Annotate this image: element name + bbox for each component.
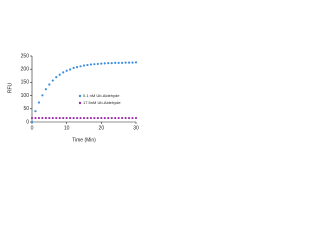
data-point <box>62 116 65 120</box>
data-point <box>82 116 86 120</box>
data-point <box>86 63 89 67</box>
data-point <box>124 116 127 120</box>
y-axis-label: RFU <box>7 82 13 93</box>
data-point <box>48 83 51 86</box>
data-point <box>44 88 47 91</box>
data-point <box>62 71 65 74</box>
data-point <box>51 79 54 82</box>
data-point <box>41 94 44 97</box>
data-point <box>48 116 51 120</box>
data-point <box>121 116 124 120</box>
data-point <box>34 110 37 113</box>
data-point <box>30 120 34 124</box>
data-point <box>100 116 103 120</box>
data-point <box>124 61 127 64</box>
data-point <box>114 61 117 64</box>
data-point <box>86 116 89 120</box>
data-point <box>110 116 113 120</box>
data-point <box>30 116 34 120</box>
data-point <box>72 66 75 69</box>
data-point <box>69 68 72 71</box>
data-point <box>121 61 124 64</box>
y-tick-label: 100 <box>21 93 30 99</box>
data-point <box>55 76 58 79</box>
y-tick-label: 200 <box>21 67 30 73</box>
data-point <box>127 116 131 120</box>
x-axis-label: Time (Min) <box>72 137 96 143</box>
data-point <box>114 116 117 120</box>
y-tick-label: 50 <box>23 106 29 112</box>
data-point <box>37 101 41 104</box>
data-point <box>93 63 96 66</box>
data-point <box>134 61 138 64</box>
data-point <box>51 116 54 120</box>
data-point <box>75 116 79 120</box>
x-tick-label: 0 <box>31 125 34 131</box>
data-point <box>55 116 58 120</box>
x-tick-label: 30 <box>133 125 139 131</box>
data-point <box>93 116 96 120</box>
data-point <box>44 116 47 120</box>
data-point <box>131 116 134 120</box>
data-point <box>89 116 93 120</box>
legend-marker <box>78 101 82 105</box>
data-point <box>103 116 106 120</box>
y-tick-label: 150 <box>21 80 30 86</box>
legend-label: 17.5nM Ub-Aldehyde <box>83 100 121 105</box>
data-point <box>107 116 110 120</box>
data-point <box>69 116 72 120</box>
x-tick-label: 20 <box>99 125 105 131</box>
data-point <box>107 62 110 65</box>
chart: RFU Time (Min) 0 50 100 150 200 250 0 10 20 30 0.1… <box>7 53 139 143</box>
data-point <box>79 116 82 120</box>
legend-marker <box>78 94 82 98</box>
data-point <box>117 61 120 64</box>
y-tick-label: 250 <box>21 53 30 59</box>
data-point <box>79 65 82 68</box>
data-point <box>82 64 86 67</box>
data-point <box>65 69 68 72</box>
legend-label: 0.1 nM Ub-Aldehyde <box>83 93 120 98</box>
data-point <box>89 63 93 66</box>
data-point <box>127 61 131 64</box>
data-point <box>96 116 99 120</box>
data-point <box>37 116 41 120</box>
data-point <box>72 116 75 120</box>
data-point <box>34 116 37 120</box>
data-point <box>41 116 44 120</box>
data-point <box>117 116 120 120</box>
data-point <box>58 116 61 120</box>
data-point <box>103 62 106 65</box>
data-point <box>110 62 113 65</box>
x-tick-label: 10 <box>64 125 70 131</box>
data-point <box>58 73 61 76</box>
data-point <box>134 116 138 120</box>
data-point <box>131 61 134 64</box>
data-point <box>75 65 79 69</box>
data-point <box>100 62 103 65</box>
y-tick-label: 0 <box>26 119 29 125</box>
data-point <box>65 116 68 120</box>
data-point <box>96 62 99 66</box>
